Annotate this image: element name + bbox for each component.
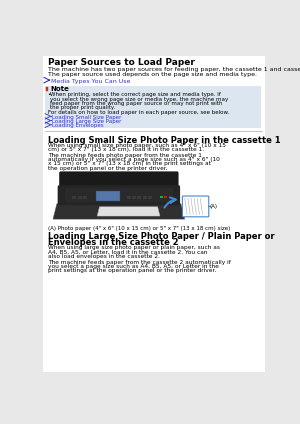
Text: you select the wrong page size or media type, the machine may: you select the wrong page size or media … <box>50 97 228 102</box>
Text: also load envelopes in the cassette 2.: also load envelopes in the cassette 2. <box>48 254 160 259</box>
Text: you select a page size such as A4, B5, A5, or Letter in the: you select a page size such as A4, B5, A… <box>48 264 219 269</box>
Bar <box>132 196 136 199</box>
Bar <box>164 196 167 198</box>
Text: Media Types You Can Use: Media Types You Can Use <box>52 78 131 84</box>
Text: cm) or 5" x 7" (13 x 18 cm), load it in the cassette 1.: cm) or 5" x 7" (13 x 18 cm), load it in … <box>48 147 205 152</box>
Text: print settings at the operation panel or the printer driver.: print settings at the operation panel or… <box>48 268 217 273</box>
Bar <box>78 196 82 199</box>
Polygon shape <box>53 204 185 219</box>
Text: Loading Large Size Photo Paper / Plain Paper or: Loading Large Size Photo Paper / Plain P… <box>48 232 275 241</box>
Text: When using large size photo paper or plain paper, such as: When using large size photo paper or pla… <box>48 245 220 250</box>
Text: Note: Note <box>50 86 69 92</box>
Bar <box>83 196 87 199</box>
Bar <box>148 196 152 199</box>
Text: Envelopes in the cassette 2: Envelopes in the cassette 2 <box>48 238 179 247</box>
Bar <box>72 196 76 199</box>
Bar <box>46 86 48 91</box>
Text: Loading Small Size Photo Paper in the cassette 1: Loading Small Size Photo Paper in the ca… <box>48 136 281 145</box>
FancyBboxPatch shape <box>58 185 180 205</box>
Text: When using small size photo paper, such as 4" x 6" (10 x 15: When using small size photo paper, such … <box>48 143 226 148</box>
Text: The machine feeds paper from the cassette 2 automatically if: The machine feeds paper from the cassett… <box>48 259 231 265</box>
Text: •: • <box>48 92 51 98</box>
Text: feed paper from the wrong paper source or may not print with: feed paper from the wrong paper source o… <box>50 101 222 106</box>
Bar <box>96 191 120 201</box>
Text: (A) Photo paper (4" x 6" (10 x 15 cm) or 5" x 7" (13 x 18 cm) size): (A) Photo paper (4" x 6" (10 x 15 cm) or… <box>48 226 231 231</box>
Text: automatically if you select a page size such as 4" x 6" (10: automatically if you select a page size … <box>48 157 220 162</box>
Text: x 15 cm) or 5" x 7" (13 x 18 cm) in the print settings at: x 15 cm) or 5" x 7" (13 x 18 cm) in the … <box>48 162 211 166</box>
Text: For details on how to load paper in each paper source, see below.: For details on how to load paper in each… <box>48 110 229 115</box>
Text: Loading Large Size Paper: Loading Large Size Paper <box>52 119 122 124</box>
Bar <box>143 196 147 199</box>
Polygon shape <box>97 207 160 216</box>
Text: Loading Small Size Paper: Loading Small Size Paper <box>52 115 122 120</box>
Bar <box>45 86 261 128</box>
Text: A4, B5, A5, or Letter, load it in the cassette 2. You can: A4, B5, A5, or Letter, load it in the ca… <box>48 250 208 254</box>
FancyBboxPatch shape <box>59 171 178 190</box>
Text: Loading Envelopes: Loading Envelopes <box>52 123 104 128</box>
Text: the proper print quality.: the proper print quality. <box>50 105 115 110</box>
Bar <box>127 196 130 199</box>
Bar <box>64 188 173 202</box>
Text: the operation panel or the printer driver.: the operation panel or the printer drive… <box>48 166 168 170</box>
Text: The paper source used depends on the page size and media type.: The paper source used depends on the pag… <box>48 73 257 78</box>
FancyBboxPatch shape <box>182 196 209 217</box>
Text: Paper Sources to Load Paper: Paper Sources to Load Paper <box>48 58 195 67</box>
Text: (A): (A) <box>210 204 218 209</box>
Bar <box>160 196 163 198</box>
Text: When printing, select the correct page size and media type. If: When printing, select the correct page s… <box>50 92 221 98</box>
Text: The machine has two paper sources for feeding paper, the cassette 1 and cassette: The machine has two paper sources for fe… <box>48 67 300 72</box>
Text: The machine feeds photo paper from the cassette 1: The machine feeds photo paper from the c… <box>48 153 202 158</box>
Bar <box>137 196 141 199</box>
